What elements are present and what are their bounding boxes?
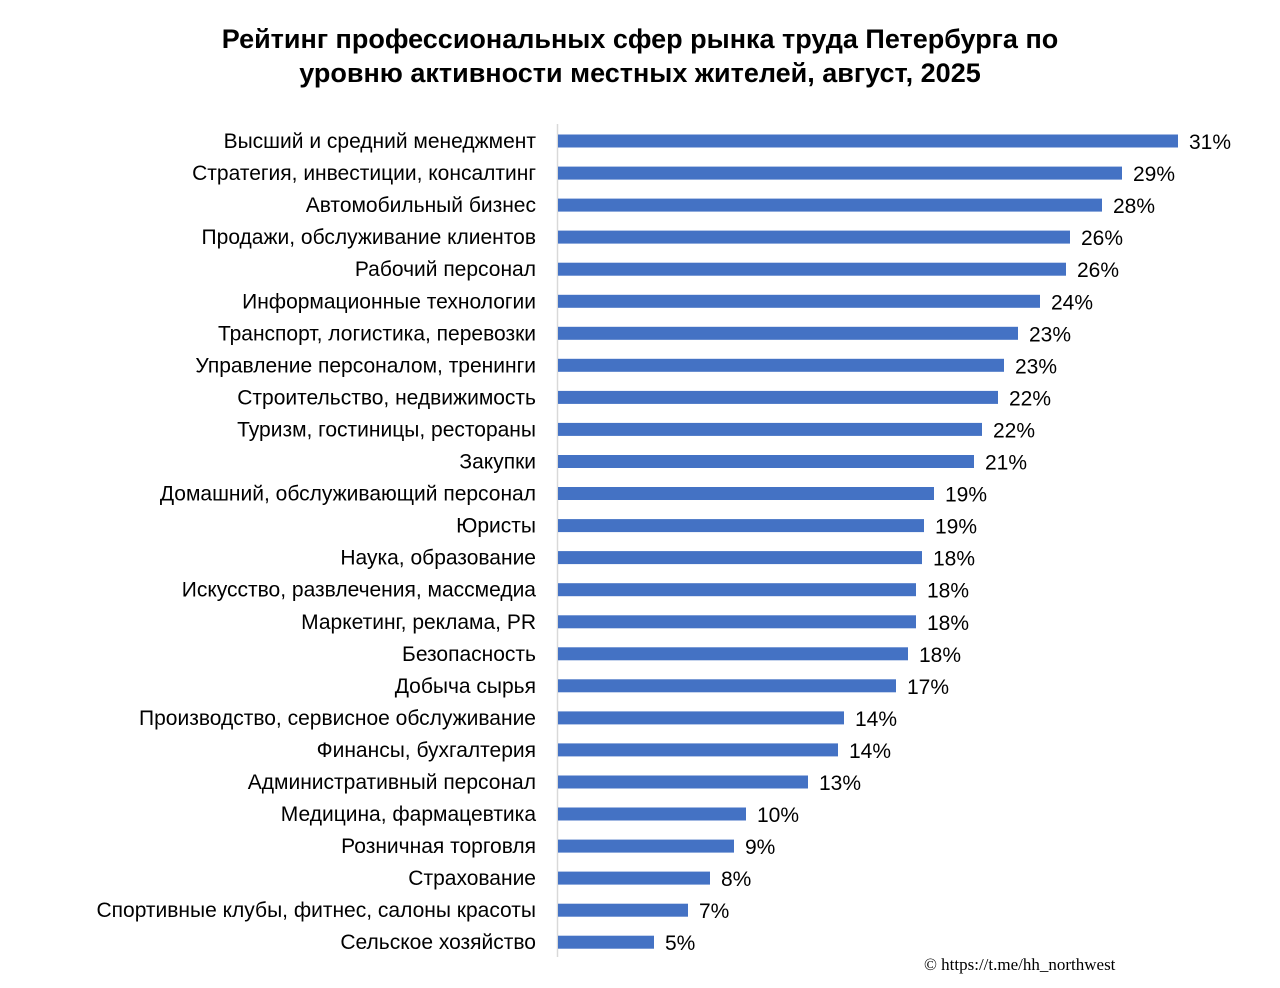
data-label: 22% xyxy=(993,419,1035,442)
data-label: 14% xyxy=(849,740,891,763)
bar xyxy=(558,455,974,468)
bar xyxy=(558,230,1070,244)
data-label: 17% xyxy=(907,676,949,699)
data-label: 18% xyxy=(933,548,975,571)
category-label: Транспорт, логистика, перевозки xyxy=(218,322,536,345)
bar xyxy=(558,166,1122,180)
data-label: 18% xyxy=(927,580,969,603)
bar xyxy=(558,262,1066,276)
category-label: Строительство, недвижимость xyxy=(237,386,536,409)
data-label: 7% xyxy=(699,900,729,923)
category-label: Безопасность xyxy=(402,643,536,666)
bar xyxy=(558,583,916,597)
bar xyxy=(558,294,1040,308)
category-label: Маркетинг, реклама, PR xyxy=(301,611,536,634)
data-label: 13% xyxy=(819,772,861,795)
category-label: Медицина, фармацевтика xyxy=(281,803,537,826)
category-label: Закупки xyxy=(459,451,536,474)
data-label: 26% xyxy=(1077,259,1119,282)
data-label: 31% xyxy=(1189,131,1231,154)
category-labels-layer: Высший и средний менеджмент Стратегия, ин… xyxy=(96,130,536,954)
category-label: Производство, сервисное обслуживание xyxy=(139,707,536,730)
chart-title: Рейтинг профессиональных сфер рынка труд… xyxy=(0,22,1280,90)
bar xyxy=(558,871,710,885)
data-label: 5% xyxy=(665,932,695,955)
category-label: Розничная торговля xyxy=(341,835,536,858)
bar xyxy=(558,711,844,725)
data-label: 28% xyxy=(1113,195,1155,218)
data-label: 18% xyxy=(927,612,969,635)
data-label: 19% xyxy=(935,516,977,539)
bar xyxy=(558,647,908,661)
data-labels-layer: 31% 29% 28% 26% 26% 24% 23% 23% 22% 22% 21% 19% 19% 1… xyxy=(665,131,1231,955)
data-label: 10% xyxy=(757,804,799,827)
bar xyxy=(558,134,1178,148)
bar xyxy=(558,839,734,853)
category-label: Стратегия, инвестиции, консалтинг xyxy=(192,162,536,185)
bar xyxy=(558,519,924,533)
data-label: 21% xyxy=(985,452,1027,475)
data-label: 14% xyxy=(855,708,897,731)
data-label: 23% xyxy=(1015,355,1057,378)
bar xyxy=(558,198,1102,212)
category-label: Автомобильный бизнес xyxy=(306,194,536,217)
data-label: 22% xyxy=(1009,387,1051,410)
bar xyxy=(558,935,654,949)
bar xyxy=(558,551,922,565)
bar xyxy=(558,679,896,693)
bar xyxy=(558,358,1004,372)
category-label: Продажи, обслуживание клиентов xyxy=(202,226,536,249)
category-label: Информационные технологии xyxy=(242,290,536,313)
category-label: Высший и средний менеджмент xyxy=(224,130,537,153)
data-label: 18% xyxy=(919,644,961,667)
bar xyxy=(558,615,916,629)
bar xyxy=(558,422,982,436)
bar xyxy=(558,390,998,404)
data-label: 8% xyxy=(721,868,751,891)
bar xyxy=(558,775,808,789)
category-label: Наука, образование xyxy=(340,547,536,570)
category-label: Туризм, гостиницы, рестораны xyxy=(237,418,536,441)
data-label: 23% xyxy=(1029,323,1071,346)
category-label: Юристы xyxy=(456,515,536,538)
data-label: 26% xyxy=(1081,227,1123,250)
bar xyxy=(558,326,1018,340)
category-label: Искусство, развлечения, массмедиа xyxy=(182,579,537,602)
data-label: 9% xyxy=(745,836,775,859)
category-label: Рабочий персонал xyxy=(355,258,536,281)
category-label: Добыча сырья xyxy=(395,675,536,698)
category-label: Административный персонал xyxy=(248,771,536,794)
category-label: Управление персоналом, тренинги xyxy=(195,354,536,377)
category-label: Домашний, обслуживающий персонал xyxy=(160,483,536,506)
bars-layer xyxy=(558,134,1178,949)
bar xyxy=(558,743,838,757)
category-label: Страхование xyxy=(408,867,536,890)
chart-title-line-1: Рейтинг профессиональных сфер рынка труд… xyxy=(221,24,1059,54)
category-label: Сельское хозяйство xyxy=(340,931,536,954)
category-label: Финансы, бухгалтерия xyxy=(317,739,536,762)
bar xyxy=(558,807,746,821)
data-label: 24% xyxy=(1051,291,1093,314)
data-label: 19% xyxy=(945,484,987,507)
bar xyxy=(558,487,934,500)
data-label: 29% xyxy=(1133,163,1175,186)
copyright-source: © https://t.me/hh_northwest xyxy=(924,955,1116,974)
chart-title-line-2: уровню активности местных жителей, авгус… xyxy=(299,58,981,88)
bar xyxy=(558,903,688,917)
category-label: Спортивные клубы, фитнес, салоны красоты xyxy=(96,899,536,922)
